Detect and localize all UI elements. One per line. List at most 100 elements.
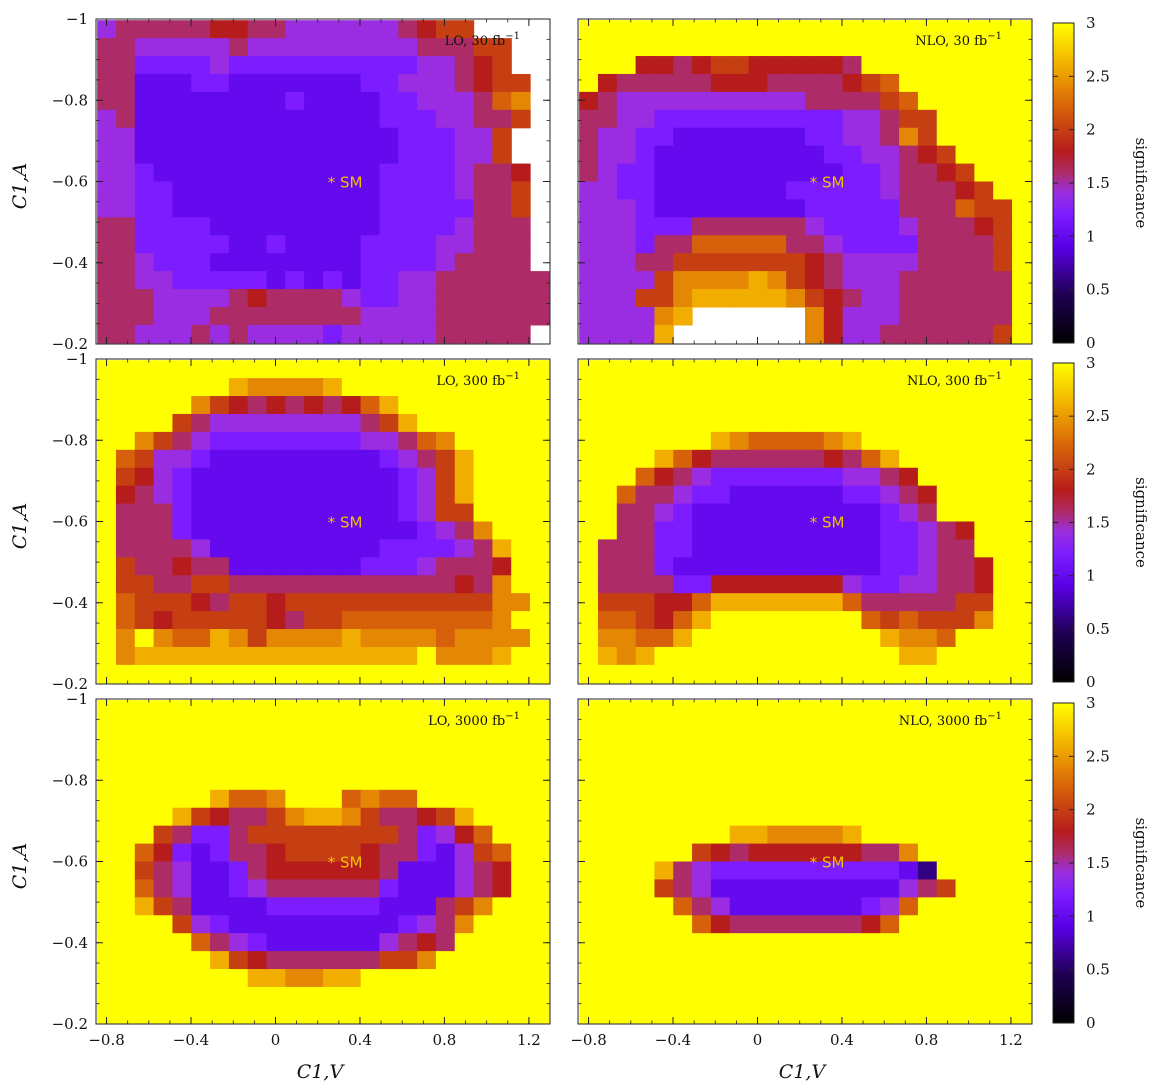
heatmap-cell: [228, 163, 249, 183]
heatmap-cell: [936, 933, 957, 952]
heatmap-cell: [511, 951, 531, 970]
heatmap-cell: [398, 575, 418, 594]
heatmap-cell: [530, 646, 550, 666]
heatmap-cell: [748, 807, 768, 827]
x-axis-title-right: C1,V: [779, 1061, 828, 1083]
heatmap-cell: [285, 324, 305, 344]
heatmap-cell: [323, 771, 343, 791]
heatmap-cell: [492, 593, 512, 612]
heatmap-cell: [748, 575, 768, 594]
heatmap-cell: [729, 467, 750, 487]
heatmap-cell: [304, 485, 324, 505]
heatmap-cell: [974, 396, 994, 415]
heatmap-cell: [767, 1004, 787, 1024]
heatmap-cell: [285, 271, 305, 290]
heatmap-cell: [710, 861, 731, 881]
heatmap-cell: [304, 521, 324, 541]
heatmap-cell: [191, 700, 211, 719]
heatmap-cell: [323, 181, 343, 201]
heatmap-cell: [97, 127, 117, 147]
heatmap-cell: [285, 879, 305, 898]
heatmap-cell: [993, 1004, 1013, 1024]
heatmap-cell: [597, 396, 618, 415]
heatmap-cell: [266, 306, 286, 326]
heatmap-cell: [805, 593, 825, 612]
heatmap-cell: [861, 1004, 881, 1024]
heatmap-cell: [454, 431, 475, 451]
heatmap-cell: [993, 163, 1013, 183]
heatmap-cell: [323, 199, 343, 218]
heatmap-cell: [805, 969, 825, 988]
heatmap-cell: [492, 289, 512, 308]
heatmap-cell: [917, 38, 938, 57]
heatmap-cell: [417, 413, 437, 433]
heatmap-cell: [635, 20, 656, 39]
heatmap-cell: [616, 485, 637, 505]
heatmap-cell: [134, 431, 155, 451]
heatmap-cell: [172, 807, 192, 827]
heatmap-cell: [210, 664, 230, 684]
heatmap-cell: [635, 413, 656, 433]
heatmap-cell: [511, 91, 531, 111]
heatmap-cell: [1012, 324, 1032, 344]
heatmap-cell: [1012, 521, 1032, 541]
heatmap-cell: [861, 324, 881, 344]
heatmap-cell: [134, 109, 155, 129]
heatmap-cell: [454, 360, 475, 379]
heatmap-cell: [974, 933, 994, 952]
heatmap-cell: [247, 646, 268, 666]
heatmap-cell: [360, 485, 381, 505]
heatmap-cell: [97, 897, 117, 916]
heatmap-cell: [993, 771, 1013, 791]
heatmap-cell: [379, 879, 399, 898]
heatmap-cell: [579, 271, 599, 290]
heatmap-cell: [710, 109, 731, 129]
heatmap-cell: [285, 843, 305, 863]
heatmap-cell: [247, 718, 268, 737]
heatmap-cell: [673, 986, 693, 1006]
heatmap-cell: [435, 897, 456, 916]
heatmap-cell: [955, 807, 975, 827]
heatmap-cell: [454, 736, 475, 755]
heatmap-cell: [492, 879, 512, 898]
heatmap-cell: [266, 843, 286, 863]
heatmap-cell: [823, 127, 844, 147]
heatmap-cell: [210, 109, 230, 129]
heatmap-cell: [454, 933, 475, 952]
heatmap-cell: [341, 629, 362, 648]
heatmap-cell: [247, 629, 268, 648]
heatmap-cell: [597, 289, 618, 308]
heatmap-cell: [692, 664, 712, 684]
heatmap-cell: [473, 38, 493, 57]
heatmap-cell: [435, 73, 456, 93]
heatmap-cell: [823, 736, 844, 755]
heatmap-cell: [172, 521, 192, 541]
heatmap-cell: [247, 109, 268, 129]
heatmap-cell: [993, 807, 1013, 827]
heatmap-cell: [417, 449, 437, 469]
heatmap-cell: [435, 235, 456, 254]
heatmap-cell: [974, 431, 994, 451]
heatmap-cell: [917, 753, 938, 773]
heatmap-cell: [153, 807, 174, 827]
heatmap-cell: [635, 951, 656, 970]
heatmap-cell: [823, 467, 844, 487]
heatmap-cell: [228, 933, 249, 952]
heatmap-cell: [955, 915, 975, 934]
heatmap-cell: [379, 271, 399, 290]
heatmap-cell: [191, 306, 211, 326]
heatmap-cell: [729, 557, 750, 576]
heatmap-cell: [654, 771, 674, 791]
colorbar-tick-label: 1: [1086, 567, 1096, 585]
heatmap-cell: [729, 253, 750, 272]
heatmap-cell: [767, 521, 787, 541]
heatmap-cell: [673, 718, 693, 737]
heatmap-cell: [955, 163, 975, 183]
heatmap-cell: [247, 539, 268, 558]
heatmap-cell: [635, 807, 656, 827]
heatmap-cell: [304, 736, 324, 755]
heatmap-cell: [974, 73, 994, 93]
heatmap-cell: [134, 575, 155, 594]
heatmap-cell: [304, 825, 324, 845]
heatmap-cell: [153, 646, 174, 666]
